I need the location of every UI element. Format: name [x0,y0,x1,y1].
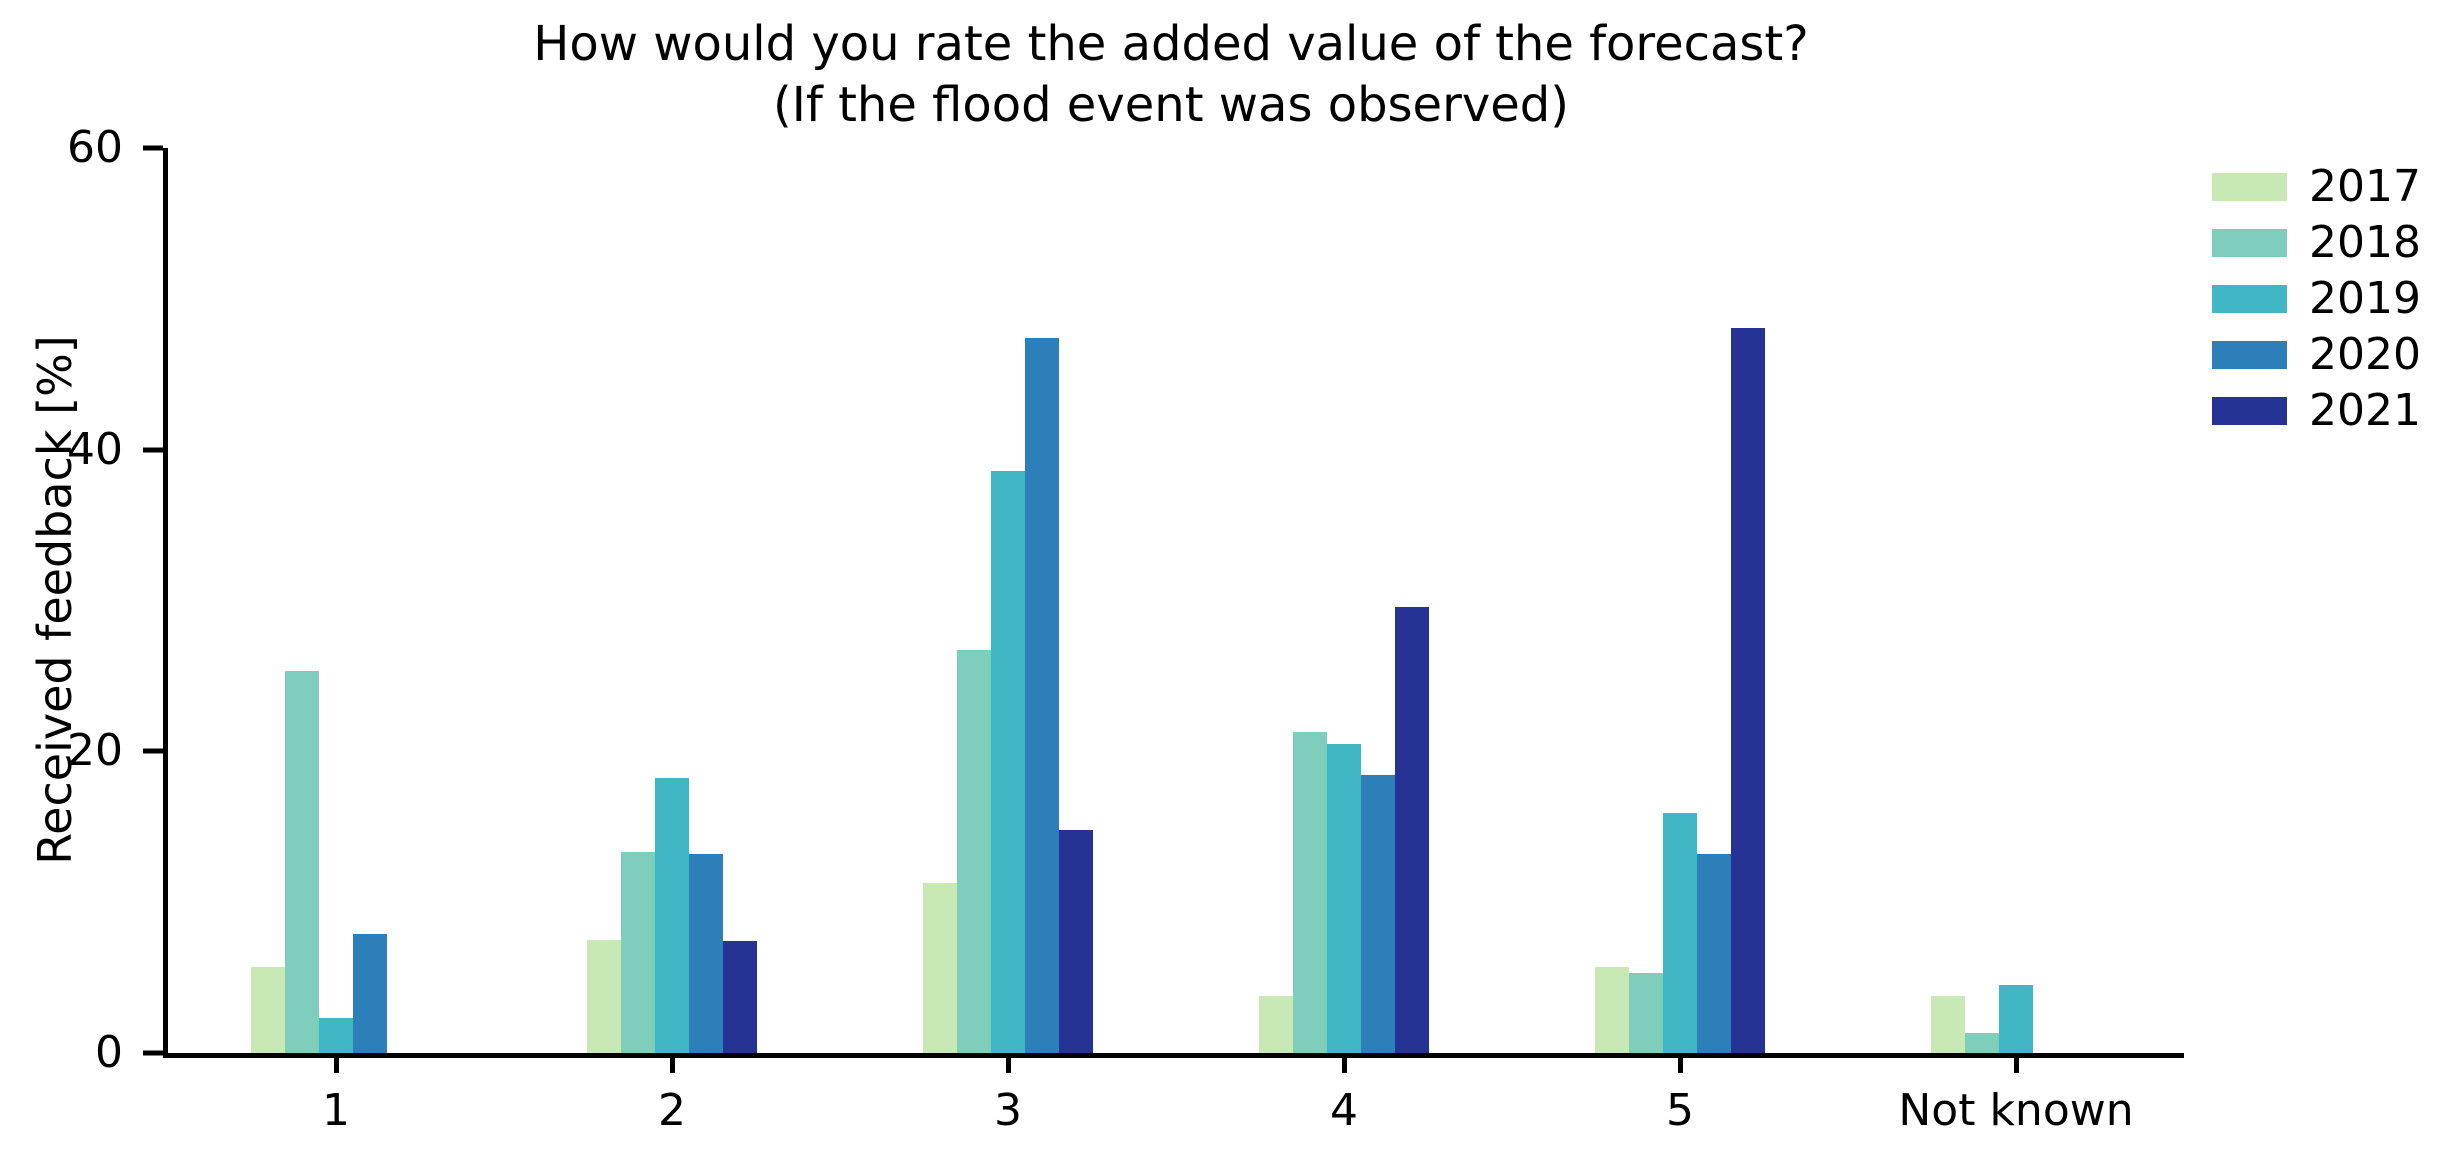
bar-2019 [1327,743,1361,1053]
bar-2019 [655,778,689,1053]
bar-2017 [587,939,621,1053]
bar-2020 [689,853,723,1053]
x-tick-label: 4 [1330,1085,1358,1136]
x-tick-label: 5 [1666,1085,1694,1136]
bar-2018 [621,852,655,1053]
x-tick-label: 3 [994,1085,1022,1136]
bar-2019 [319,1018,353,1053]
bar-group-5 [1512,148,1848,1053]
x-tick-mark [333,1058,339,1073]
y-tick-mark [143,1050,163,1056]
y-axis-label: Received feedback [%] [28,335,82,865]
plot-area: 0 20 40 60 1 2 3 4 5 Not known [67,126,2184,1136]
bar-2019 [1663,813,1697,1053]
legend-item-2020: 2020 [2212,333,2421,377]
y-tick-mark [143,447,163,453]
chart-title-line-1: How would you rate the added value of th… [533,16,1809,72]
chart-title: How would you rate the added value of th… [163,14,2179,136]
legend-swatch-2021 [2212,397,2287,425]
bar-2017 [1931,995,1965,1053]
bar-group-2 [504,148,840,1053]
bar-2017 [923,882,957,1053]
legend-swatch-2018 [2212,229,2287,257]
bar-2017 [1259,995,1293,1053]
bar-2017 [251,967,285,1053]
bar-2021 [1395,606,1429,1053]
bar-2021 [1731,327,1765,1053]
x-tick-label: 1 [322,1085,350,1136]
bar-2020 [1361,775,1395,1053]
x-tick-label: Not known [1898,1085,2134,1136]
y-tick-mark [143,145,163,151]
x-tick-mark [1677,1058,1683,1073]
legend-label-2021: 2021 [2309,385,2421,436]
x-tick-label: 2 [658,1085,686,1136]
bar-2018 [1293,731,1327,1053]
legend-swatch-2019 [2212,285,2287,313]
y-tick-label: 20 [67,725,123,777]
bar-2019 [991,470,1025,1053]
bar-group-1 [168,148,504,1053]
legend-label-2020: 2020 [2309,329,2421,380]
x-tick-mark [2013,1058,2019,1073]
legend-item-2017: 2017 [2212,165,2421,209]
bar-2020 [1025,338,1059,1053]
legend-label-2017: 2017 [2309,161,2421,212]
bar-2018 [1629,973,1663,1053]
x-tick-mark [669,1058,675,1073]
bar-group-4 [1176,148,1512,1053]
chart-title-line-2: (If the flood event was observed) [773,77,1569,133]
legend-swatch-2017 [2212,173,2287,201]
legend-item-2021: 2021 [2212,389,2421,433]
bar-2021 [723,941,757,1053]
bar-2018 [957,650,991,1053]
x-tick-mark [1005,1058,1011,1073]
bar-2019 [1999,985,2033,1053]
bar-2020 [1697,853,1731,1053]
legend-swatch-2020 [2212,341,2287,369]
bar-group-not-known [1848,148,2184,1053]
bar-2021 [1059,829,1093,1053]
y-tick-label: 0 [95,1027,123,1078]
legend: 2017 2018 2019 2020 2021 [2212,165,2421,433]
legend-item-2018: 2018 [2212,221,2421,265]
y-tick-label: 40 [67,423,123,475]
x-tick-mark [1341,1058,1347,1073]
legend-label-2018: 2018 [2309,217,2421,268]
bar-2018 [1965,1033,1999,1053]
y-tick-mark [143,748,163,754]
y-tick-label: 60 [67,122,123,173]
bar-group-3 [840,148,1176,1053]
legend-item-2019: 2019 [2212,277,2421,321]
bar-2018 [285,671,319,1053]
bar-2017 [1595,967,1629,1053]
legend-label-2019: 2019 [2309,273,2421,324]
bar-2020 [353,933,387,1053]
